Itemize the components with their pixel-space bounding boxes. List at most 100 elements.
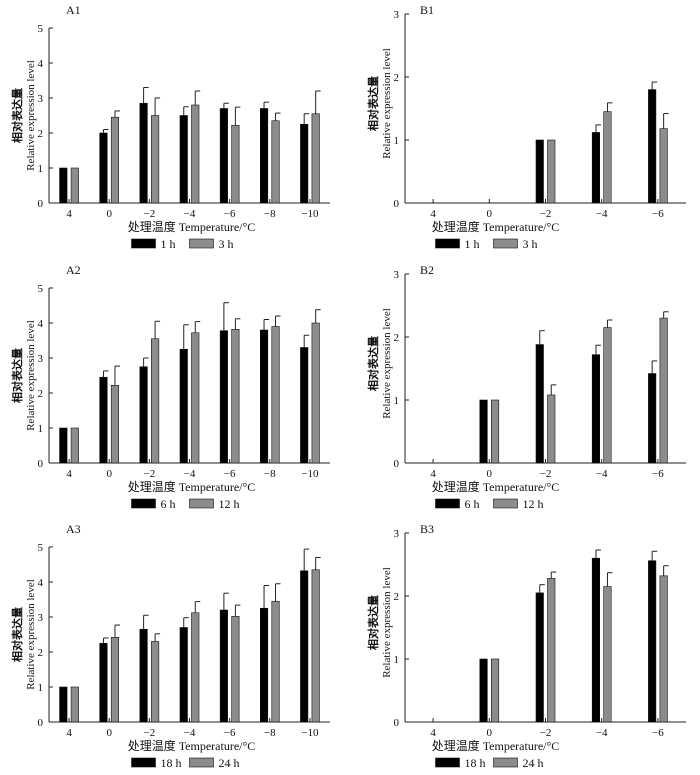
y-tick-label: 0 [394, 198, 400, 210]
x-tick-label: −2 [143, 208, 155, 220]
legend-label-series1: 1 h [161, 237, 176, 251]
bar-series2 [191, 332, 200, 464]
bar-series1 [479, 399, 488, 464]
bar-series1 [139, 366, 148, 464]
x-tick-label: 0 [106, 208, 112, 220]
y-axis-label: Relative expression level [381, 567, 393, 678]
y-tick-label: 2 [394, 332, 400, 344]
x-tick-label: −2 [143, 468, 155, 480]
x-tick-label: −8 [264, 208, 276, 220]
bar-series2 [271, 326, 280, 464]
x-tick-label: −10 [301, 468, 319, 480]
x-tick-label: −6 [652, 727, 664, 739]
x-tick-label: 0 [106, 727, 112, 739]
y-axis-label: Relative expression level [381, 48, 393, 159]
x-tick-label: 0 [487, 208, 493, 220]
bar-series2 [70, 167, 79, 204]
panel-label: A1 [66, 3, 81, 17]
bar-series2 [70, 686, 79, 723]
x-tick-label: −4 [184, 468, 196, 480]
legend-label-series1: 18 h [161, 756, 182, 770]
bar-series2 [271, 600, 280, 723]
y-tick-label: 5 [38, 23, 44, 35]
bar-series1 [99, 132, 108, 204]
x-tick-label: −6 [224, 208, 236, 220]
y-tick-label: 2 [394, 72, 400, 84]
bar-series1 [259, 329, 269, 464]
panel-label: A2 [66, 263, 81, 277]
x-axis-label: 处理温度 Temperature/°C [432, 479, 560, 494]
y-tick-label: 0 [394, 717, 400, 729]
legend-swatch-series2 [493, 238, 518, 249]
bar-series1 [219, 330, 228, 464]
legend: 6 h 12 h [435, 497, 544, 511]
y-axis-label: Relative expression level [25, 579, 37, 690]
y-tick-label: 2 [38, 388, 44, 400]
bar-series1 [300, 123, 309, 204]
legend-label-series2: 3 h [219, 237, 234, 251]
x-tick-label: −6 [652, 208, 664, 220]
x-tick-label: −4 [184, 727, 196, 739]
bar-series2 [151, 641, 160, 723]
y-tick-label: 3 [38, 93, 44, 105]
bar-series2 [311, 322, 320, 464]
y-tick-label: 0 [394, 458, 400, 470]
bar-series1 [591, 557, 601, 723]
x-axis-label: 处理温度 Temperature/°C [432, 738, 560, 753]
x-tick-label: −6 [652, 468, 664, 480]
x-tick-label: −10 [301, 208, 319, 220]
panel-label: B3 [420, 522, 434, 536]
bar-series1 [535, 592, 544, 723]
bar-series2 [311, 113, 320, 204]
bar-series2 [603, 586, 612, 723]
bar-series1 [479, 658, 488, 723]
legend-label-series2: 12 h [523, 497, 544, 511]
bar-series2 [231, 615, 240, 723]
x-axis-label: 处理温度 Temperature/°C [432, 219, 560, 234]
legend-label-series2: 24 h [219, 756, 240, 770]
bar-series2 [110, 636, 120, 723]
bar-series2 [311, 569, 320, 723]
y-axis-label-cn: 相对表达量 [366, 595, 380, 650]
bar-series1 [535, 139, 544, 204]
bar-series1 [219, 108, 228, 204]
x-tick-label: −4 [184, 208, 196, 220]
bar-series2 [271, 120, 280, 204]
y-tick-label: 1 [38, 682, 44, 694]
y-tick-label: 1 [38, 423, 44, 435]
legend-label-series2: 24 h [523, 756, 544, 770]
y-tick-label: 2 [38, 128, 44, 140]
legend-swatch-series2 [189, 757, 214, 768]
y-tick-label: 4 [38, 577, 44, 589]
bar-series2 [547, 394, 556, 464]
bar-series2 [110, 384, 120, 464]
x-tick-label: −6 [224, 468, 236, 480]
bar-series1 [259, 607, 269, 723]
x-tick-label: −8 [264, 468, 276, 480]
legend-swatch-series1 [435, 238, 460, 249]
bar-series1 [300, 570, 309, 723]
y-tick-label: 0 [38, 458, 44, 470]
bar-series1 [591, 132, 601, 204]
x-tick-label: 0 [487, 727, 493, 739]
bar-series2 [191, 612, 200, 723]
bar-series2 [151, 338, 160, 464]
x-tick-label: 4 [66, 727, 72, 739]
bar-series1 [179, 115, 188, 204]
y-tick-label: 1 [394, 654, 400, 666]
chart-panel-b3: B3 0 1 2 3 4 0 −2 −4 −6 相对表达量 Relative expression l… [366, 522, 686, 770]
bar-series2 [151, 115, 160, 204]
x-tick-label: 0 [487, 468, 493, 480]
y-axis-label-cn: 相对表达量 [366, 336, 380, 391]
legend-label-series2: 12 h [219, 497, 240, 511]
legend-swatch-series1 [131, 238, 156, 249]
panel-label: B1 [420, 3, 434, 17]
y-tick-label: 0 [38, 717, 44, 729]
x-tick-label: −2 [540, 468, 552, 480]
legend-swatch-series2 [493, 498, 518, 509]
bar-series2 [191, 104, 200, 204]
y-tick-label: 3 [394, 528, 400, 540]
bar-series2 [547, 578, 556, 723]
legend: 1 h 3 h [131, 237, 234, 251]
